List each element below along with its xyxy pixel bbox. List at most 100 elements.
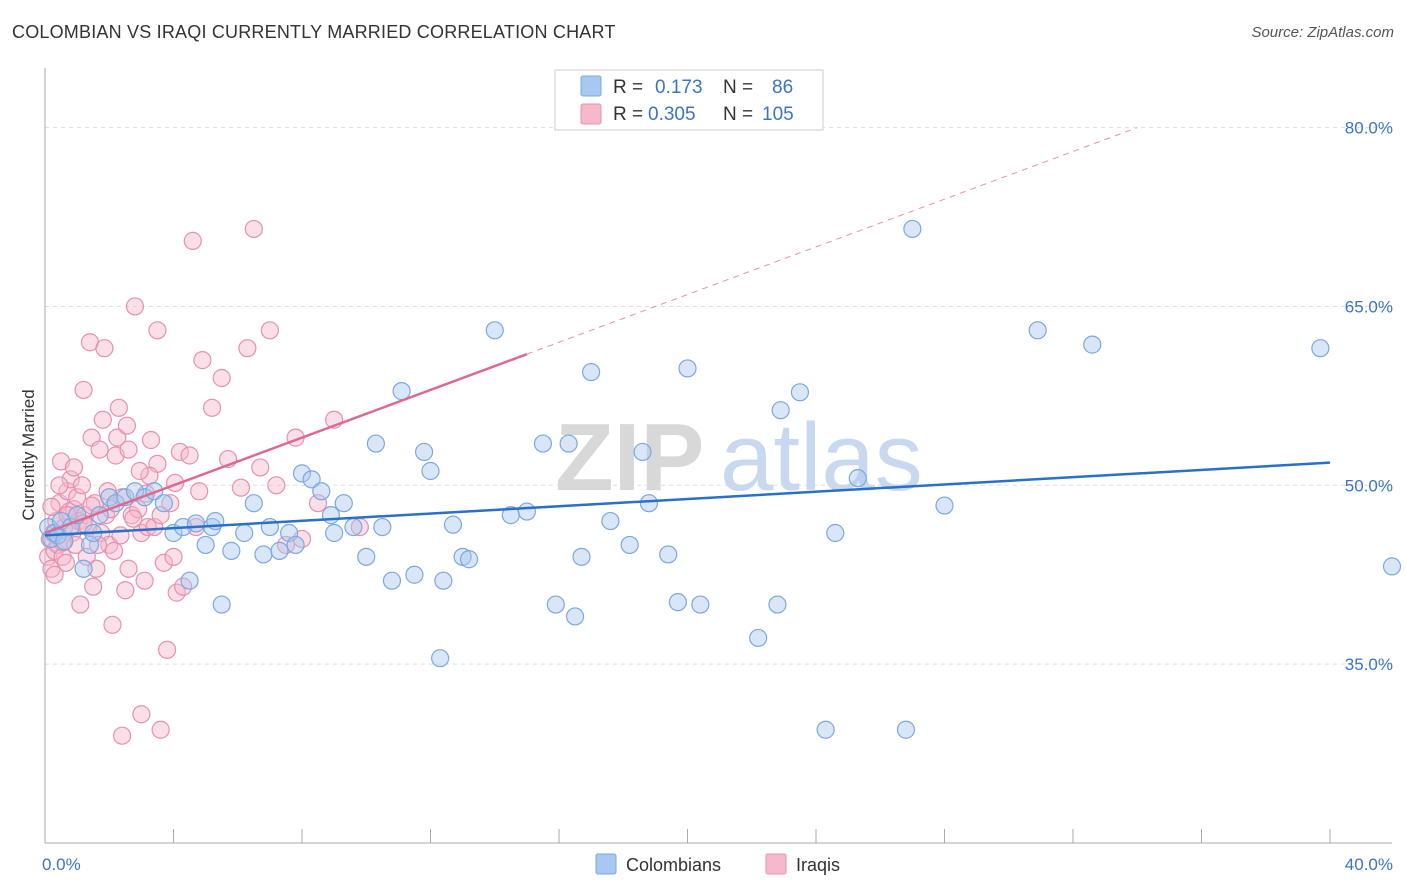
iraqis-point xyxy=(64,458,84,477)
colombians-point xyxy=(186,514,206,533)
colombians-point xyxy=(80,535,100,555)
colombians-point xyxy=(357,547,376,566)
colombians-point xyxy=(639,494,659,513)
colombians-point xyxy=(749,628,768,648)
iraqis-point xyxy=(161,494,180,513)
y-tick-label-2: 65.0% xyxy=(1345,297,1393,316)
iraqis-point xyxy=(130,461,149,481)
legend-r-value-2: 0.305 xyxy=(648,104,696,125)
iraqis-point xyxy=(50,476,69,495)
iraqis-point xyxy=(108,428,127,447)
iraqis-point xyxy=(164,547,183,566)
iraqis-point xyxy=(116,581,135,600)
iraqis-point xyxy=(87,559,106,578)
iraqis-point xyxy=(135,571,154,590)
iraqis-point xyxy=(244,219,263,239)
colombians-point xyxy=(382,571,402,590)
x-tick-label-0: 0.0% xyxy=(42,855,81,874)
colombians-point xyxy=(212,595,231,614)
iraqis-point xyxy=(42,497,61,516)
legend-swatch-colombians xyxy=(580,75,602,97)
colombians-point xyxy=(790,383,810,402)
iraqis-point xyxy=(124,509,143,528)
y-axis-label: Currently Married xyxy=(19,389,38,520)
legend-r-label-2: R = xyxy=(613,104,643,125)
iraqis-point xyxy=(157,640,177,659)
bottom-legend: Colombians Iraqis xyxy=(595,853,840,875)
iraqis-point xyxy=(308,494,328,513)
colombians-point xyxy=(691,595,710,614)
iraqis-point xyxy=(125,297,145,316)
colombians-point xyxy=(659,545,678,564)
colombians-point xyxy=(344,517,363,537)
iraqis-point xyxy=(202,398,222,417)
colombians-point xyxy=(517,502,536,521)
colombians-point xyxy=(325,523,344,543)
colombians-point xyxy=(431,649,450,668)
chart-title: COLOMBIAN VS IRAQI CURRENTLY MARRIED COR… xyxy=(12,22,616,42)
iraqis-point xyxy=(71,595,90,614)
colombians-point xyxy=(392,382,411,401)
colombians-point xyxy=(321,506,341,525)
colombians-point xyxy=(1382,557,1402,576)
colombians-point xyxy=(533,434,553,453)
colombians-point xyxy=(633,442,652,462)
grid-lines xyxy=(45,127,1392,665)
iraqis-point xyxy=(151,720,170,739)
colombians-point xyxy=(771,401,790,420)
iraqis-point xyxy=(45,565,64,584)
legend-n-value-2: 105 xyxy=(762,104,794,125)
colombians-point xyxy=(292,464,312,483)
colombians-point xyxy=(180,571,199,590)
iraqis-point xyxy=(95,339,114,358)
watermark-zip: ZIP xyxy=(555,404,704,511)
colombians-point xyxy=(414,442,434,462)
y-tick-label-1: 50.0% xyxy=(1345,476,1393,495)
iraqis-point xyxy=(151,506,170,525)
colombians-points xyxy=(39,219,1402,739)
colombians-point xyxy=(559,434,578,453)
colombians-point xyxy=(154,494,173,513)
legend-n-value-1: 86 xyxy=(772,77,793,98)
colombians-point xyxy=(601,511,620,531)
colombians-point xyxy=(620,535,639,555)
colombians-point xyxy=(443,515,463,534)
iraqis-trend-line xyxy=(44,352,528,535)
colombians-point xyxy=(334,494,353,513)
iraqis-trend-extension xyxy=(526,127,1138,355)
colombians-point xyxy=(816,720,835,739)
iraqis-point xyxy=(77,547,96,566)
x-tick-label-1: 40.0% xyxy=(1345,855,1393,874)
iraqis-point xyxy=(56,553,75,572)
iraqis-point xyxy=(212,368,231,388)
colombians-point xyxy=(826,523,845,543)
bottom-legend-iraqis: Iraqis xyxy=(796,855,840,875)
iraqis-point xyxy=(138,517,157,537)
axes xyxy=(44,68,1392,844)
watermark-atlas: atlas xyxy=(720,404,923,511)
iraqis-point xyxy=(90,440,109,459)
bottom-legend-swatch-colombians xyxy=(595,853,617,875)
tick-labels: 35.0% 50.0% 65.0% 80.0% 0.0% 40.0% xyxy=(42,119,1393,874)
colombians-point xyxy=(74,559,93,578)
iraqis-point xyxy=(109,398,128,417)
colombians-point xyxy=(896,720,916,739)
colombians-point xyxy=(434,571,453,590)
iraqis-point xyxy=(132,705,151,724)
colombians-point xyxy=(485,321,504,340)
iraqis-point xyxy=(84,577,103,596)
iraqis-point xyxy=(231,478,251,497)
colombians-point xyxy=(582,362,601,382)
legend-r-label-1: R = xyxy=(613,77,643,98)
colombians-point xyxy=(848,469,867,488)
iraqis-point xyxy=(251,458,270,477)
iraqis-point xyxy=(103,615,122,634)
colombians-point xyxy=(405,565,424,584)
colombians-trend-line xyxy=(44,461,1331,537)
iraqis-point xyxy=(141,430,161,450)
legend-n-label-1: N = xyxy=(723,77,753,98)
iraqis-point xyxy=(119,440,138,459)
colombians-point xyxy=(244,494,263,513)
iraqis-point xyxy=(93,410,112,429)
